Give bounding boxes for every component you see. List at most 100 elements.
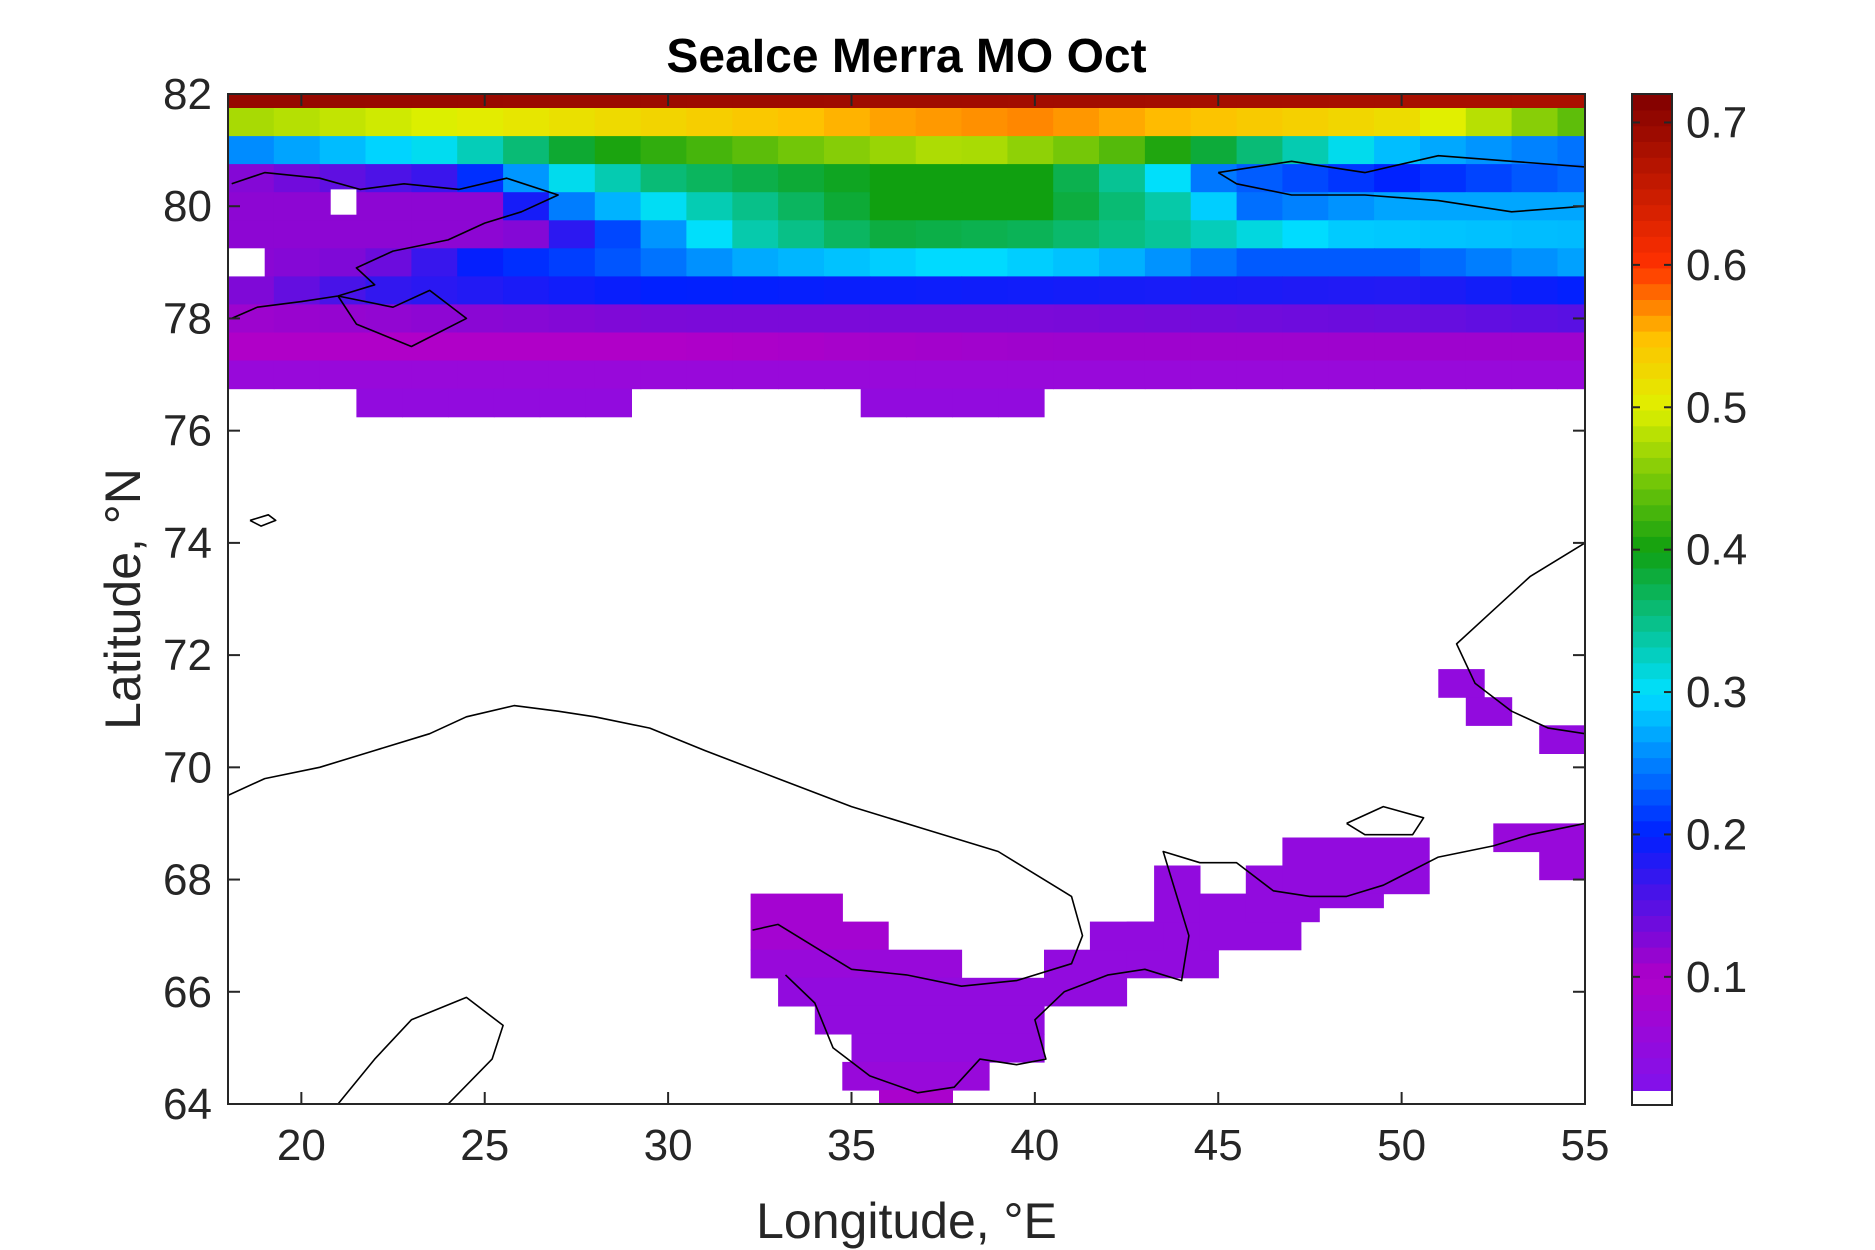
colorbar-segment — [1632, 267, 1672, 285]
heatmap-cell — [594, 136, 642, 165]
heatmap-cell — [1374, 360, 1421, 390]
heatmap-cell — [411, 276, 458, 306]
heatmap-cell — [1099, 304, 1146, 334]
heatmap-cell — [1557, 360, 1585, 390]
heatmap-cell — [365, 360, 412, 390]
heatmap-cell — [640, 220, 687, 249]
heatmap-cell — [457, 248, 504, 277]
heatmap-cell — [585, 388, 632, 418]
heatmap-cell — [1420, 94, 1467, 109]
heatmap-cell — [273, 136, 321, 165]
heatmap-cell — [1539, 851, 1585, 881]
heatmap-cell — [228, 136, 275, 165]
y-tick-label: 76 — [163, 407, 212, 456]
heatmap-cell — [869, 108, 917, 137]
heatmap-cell — [1190, 220, 1238, 249]
heatmap-cell — [842, 1061, 990, 1091]
colorbar-segment — [1632, 915, 1672, 932]
heatmap-cell — [686, 164, 733, 193]
heatmap-cell — [1465, 94, 1513, 109]
heatmap-cell — [1374, 332, 1421, 362]
colorbar-segment — [1632, 947, 1672, 964]
colorbar-segment — [1632, 457, 1672, 474]
heatmap-cell — [1236, 360, 1283, 390]
heatmap-cell — [1053, 248, 1100, 277]
heatmap-cell — [1438, 669, 1485, 698]
colorbar-segment — [1632, 725, 1672, 743]
colorbar-segment — [1632, 646, 1672, 664]
heatmap-cell — [548, 220, 596, 249]
heatmap-cell — [1236, 332, 1283, 362]
heatmap-cell — [1236, 108, 1283, 137]
colorbar-segment — [1632, 125, 1672, 142]
heatmap-cell — [1190, 108, 1238, 137]
colorbar-segment — [1632, 757, 1672, 774]
heatmap-cell — [1511, 332, 1558, 362]
heatmap-cell — [640, 332, 687, 362]
colorbar-segment — [1632, 899, 1672, 916]
heatmap-cell — [503, 276, 550, 306]
heatmap-cell — [961, 220, 1008, 249]
heatmap-cell — [824, 304, 871, 334]
colorbar-below-range — [1632, 1091, 1672, 1105]
heatmap-cell — [1557, 276, 1585, 306]
heatmap-cell — [1328, 192, 1375, 221]
colorbar-segment — [1632, 820, 1672, 838]
heatmap-cell — [457, 276, 504, 306]
colorbar-segment — [1632, 188, 1672, 206]
heatmap-cell — [1007, 332, 1054, 362]
heatmap-cell — [457, 192, 504, 221]
heatmap-cell — [457, 332, 504, 362]
heatmap-cell — [1557, 220, 1585, 249]
heatmap-cell — [778, 164, 825, 193]
heatmap-cell — [273, 108, 321, 137]
colorbar-segment — [1632, 1010, 1672, 1027]
heatmap-cell — [824, 332, 871, 362]
heatmap-cell — [961, 164, 1008, 193]
heatmap-cell — [319, 164, 367, 193]
heatmap-cell — [548, 94, 596, 109]
heatmap-cell — [998, 388, 1045, 418]
colorbar-segment — [1632, 552, 1672, 569]
heatmap-cell — [503, 94, 550, 109]
colorbar: 0.1 0.2 0.3 0.4 0.5 0.6 0.7 — [1631, 93, 1747, 1106]
heatmap-cell — [1420, 332, 1467, 362]
heatmap-cell — [814, 1005, 1045, 1035]
heatmap-cell — [1282, 837, 1430, 895]
heatmap-cell — [1236, 94, 1283, 109]
heatmap-cell — [1282, 94, 1329, 109]
heatmap-cell — [548, 276, 596, 306]
heatmap-cell — [594, 276, 642, 306]
y-tick-label: 78 — [163, 294, 212, 343]
heatmap-cell — [1236, 220, 1283, 249]
heatmap-cell — [750, 949, 963, 979]
heatmap-cell — [273, 360, 321, 390]
y-tick-label: 68 — [163, 856, 212, 905]
heatmap-cell — [824, 220, 871, 249]
heatmap-cell — [640, 94, 687, 109]
heatmap-cell — [1144, 276, 1192, 306]
heatmap-cell — [1511, 248, 1558, 277]
heatmap-cell — [860, 388, 908, 418]
colorbar-segment — [1632, 662, 1672, 680]
heatmap-cell — [1053, 94, 1100, 109]
colorbar-segment — [1632, 362, 1672, 379]
heatmap-cell — [411, 108, 458, 137]
heatmap-cell — [686, 304, 733, 334]
heatmap-cell — [365, 192, 412, 221]
chart-title: SeaIce Merra MO Oct — [666, 30, 1146, 83]
heatmap-cell — [1190, 360, 1238, 390]
heatmap-cell — [778, 94, 825, 109]
colorbar-segment — [1632, 710, 1672, 727]
heatmap-cell — [1328, 94, 1375, 109]
heatmap-cell — [365, 276, 412, 306]
heatmap-cell — [1282, 192, 1329, 221]
heatmap-cell — [273, 220, 321, 249]
heatmap-cell — [824, 164, 871, 193]
heatmap-cell — [1190, 304, 1238, 334]
heatmap-cell — [1099, 276, 1146, 306]
heatmap-cell — [594, 332, 642, 362]
heatmap-cell — [1420, 276, 1467, 306]
colorbar-segment — [1632, 441, 1672, 458]
heatmap-cell — [503, 136, 550, 165]
